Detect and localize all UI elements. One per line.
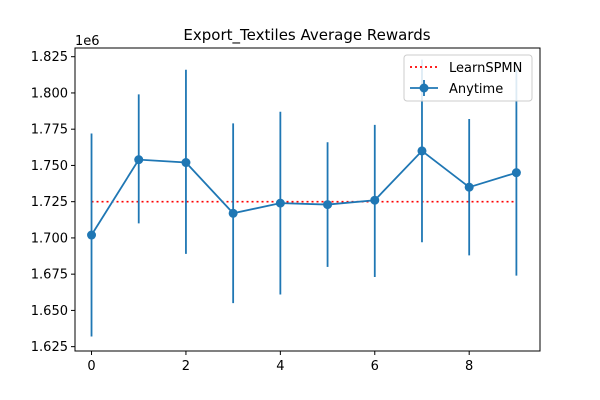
anytime-point: [370, 195, 380, 205]
y-tick-label: 1.675: [31, 268, 68, 283]
anytime-point: [417, 146, 427, 156]
anytime-line: [90, 149, 517, 236]
anytime-point: [464, 182, 474, 192]
y-tick-label: 1.825: [31, 50, 68, 65]
anytime-point: [87, 230, 97, 240]
y-tick-label: 1.625: [31, 340, 68, 355]
anytime-point: [181, 158, 191, 168]
y-axis-offset-label: 1e6: [75, 34, 100, 49]
x-tick-label: 8: [465, 359, 473, 374]
anytime-point: [275, 198, 285, 208]
x-tick-label: 6: [371, 359, 379, 374]
legend-learnspmn-label: LearnSPMN: [449, 61, 522, 76]
x-tick-label: 2: [182, 359, 190, 374]
legend: LearnSPMN Anytime: [403, 54, 533, 102]
x-tick-label: 4: [276, 359, 284, 374]
chart-title: Export_Textiles Average Rewards: [183, 26, 430, 45]
anytime-point: [134, 155, 144, 165]
anytime-point: [323, 200, 333, 210]
y-axis: 1.625 1.650 1.675 1.700 1.725 1.750 1.775 1.800…: [31, 50, 75, 355]
anytime-point: [511, 168, 521, 178]
y-tick-label: 1.750: [31, 159, 68, 174]
x-axis: 0 2 4 6 8: [87, 351, 473, 374]
y-tick-label: 1.725: [31, 195, 68, 210]
legend-anytime-swatch-marker: [419, 83, 429, 93]
anytime-point: [228, 208, 238, 218]
legend-anytime-label: Anytime: [449, 82, 503, 97]
y-tick-label: 1.700: [31, 231, 68, 246]
y-tick-label: 1.650: [31, 304, 68, 319]
y-tick-label: 1.775: [31, 123, 68, 138]
plot-frame: [74, 47, 541, 352]
plot-content: [87, 59, 521, 337]
x-tick-label: 0: [87, 359, 95, 374]
y-tick-label: 1.800: [31, 86, 68, 101]
